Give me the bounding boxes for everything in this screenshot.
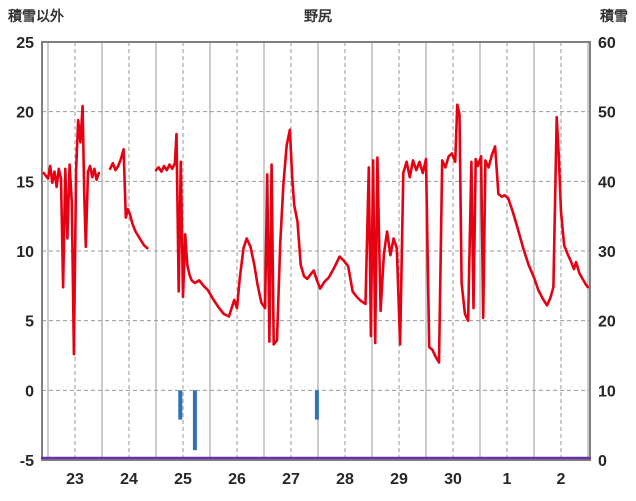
svg-text:23: 23 xyxy=(66,471,84,488)
svg-text:10: 10 xyxy=(16,244,34,261)
svg-text:1: 1 xyxy=(503,471,512,488)
right-axis-title: 積雪 xyxy=(600,8,628,24)
svg-text:10: 10 xyxy=(598,383,616,400)
svg-text:27: 27 xyxy=(282,471,300,488)
svg-text:2: 2 xyxy=(557,471,566,488)
svg-text:20: 20 xyxy=(598,314,616,331)
svg-text:60: 60 xyxy=(598,35,616,52)
svg-text:24: 24 xyxy=(120,471,138,488)
chart-title: 野尻 xyxy=(304,8,332,24)
svg-text:26: 26 xyxy=(228,471,246,488)
svg-text:40: 40 xyxy=(598,174,616,191)
svg-text:5: 5 xyxy=(25,314,34,331)
svg-text:30: 30 xyxy=(598,244,616,261)
left-axis-title: 積雪以外 xyxy=(8,8,64,24)
svg-text:29: 29 xyxy=(390,471,408,488)
svg-text:30: 30 xyxy=(444,471,462,488)
svg-text:28: 28 xyxy=(336,471,354,488)
svg-text:0: 0 xyxy=(598,453,607,470)
svg-text:25: 25 xyxy=(174,471,192,488)
svg-text:0: 0 xyxy=(25,383,34,400)
svg-text:20: 20 xyxy=(16,105,34,122)
svg-text:15: 15 xyxy=(16,174,34,191)
svg-text:25: 25 xyxy=(16,35,34,52)
svg-text:50: 50 xyxy=(598,105,616,122)
svg-text:-5: -5 xyxy=(20,453,34,470)
